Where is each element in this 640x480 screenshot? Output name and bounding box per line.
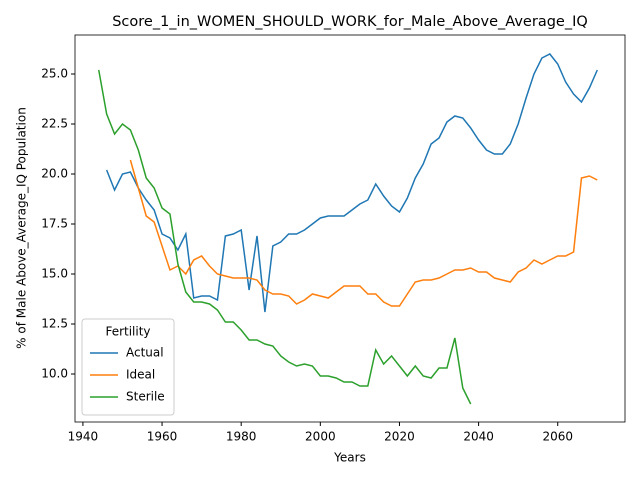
- chart-title: Score_1_in_WOMEN_SHOULD_WORK_for_Male_Ab…: [112, 14, 588, 30]
- x-tick-label: 2040: [463, 430, 494, 444]
- legend-title: Fertility: [105, 325, 150, 339]
- y-tick-label: 22.5: [41, 117, 68, 131]
- y-tick-label: 20.0: [41, 167, 68, 181]
- y-tick-label: 17.5: [41, 217, 68, 231]
- x-tick-label: 1960: [147, 430, 178, 444]
- line-series: [129, 159, 598, 307]
- x-tick-label: 1980: [226, 430, 257, 444]
- x-axis-label: Years: [333, 451, 366, 465]
- legend-label: Ideal: [126, 368, 155, 382]
- y-tick-label: 15.0: [41, 267, 68, 281]
- line-series: [105, 53, 598, 313]
- y-tick-label: 25.0: [41, 67, 68, 81]
- x-tick-label: 1940: [68, 430, 99, 444]
- legend-box: [81, 318, 175, 416]
- legend-label: Actual: [126, 346, 164, 360]
- y-tick-label: 12.5: [41, 317, 68, 331]
- line-series: [98, 69, 472, 405]
- x-tick-label: 2020: [384, 430, 415, 444]
- legend-label: Sterile: [126, 390, 165, 404]
- y-tick-label: 10.0: [41, 367, 68, 381]
- plot-frame: [74, 34, 626, 423]
- y-axis-label: % of Male Above_Average_IQ Population: [15, 107, 29, 349]
- x-tick-label: 2000: [305, 430, 336, 444]
- x-tick-label: 2060: [542, 430, 573, 444]
